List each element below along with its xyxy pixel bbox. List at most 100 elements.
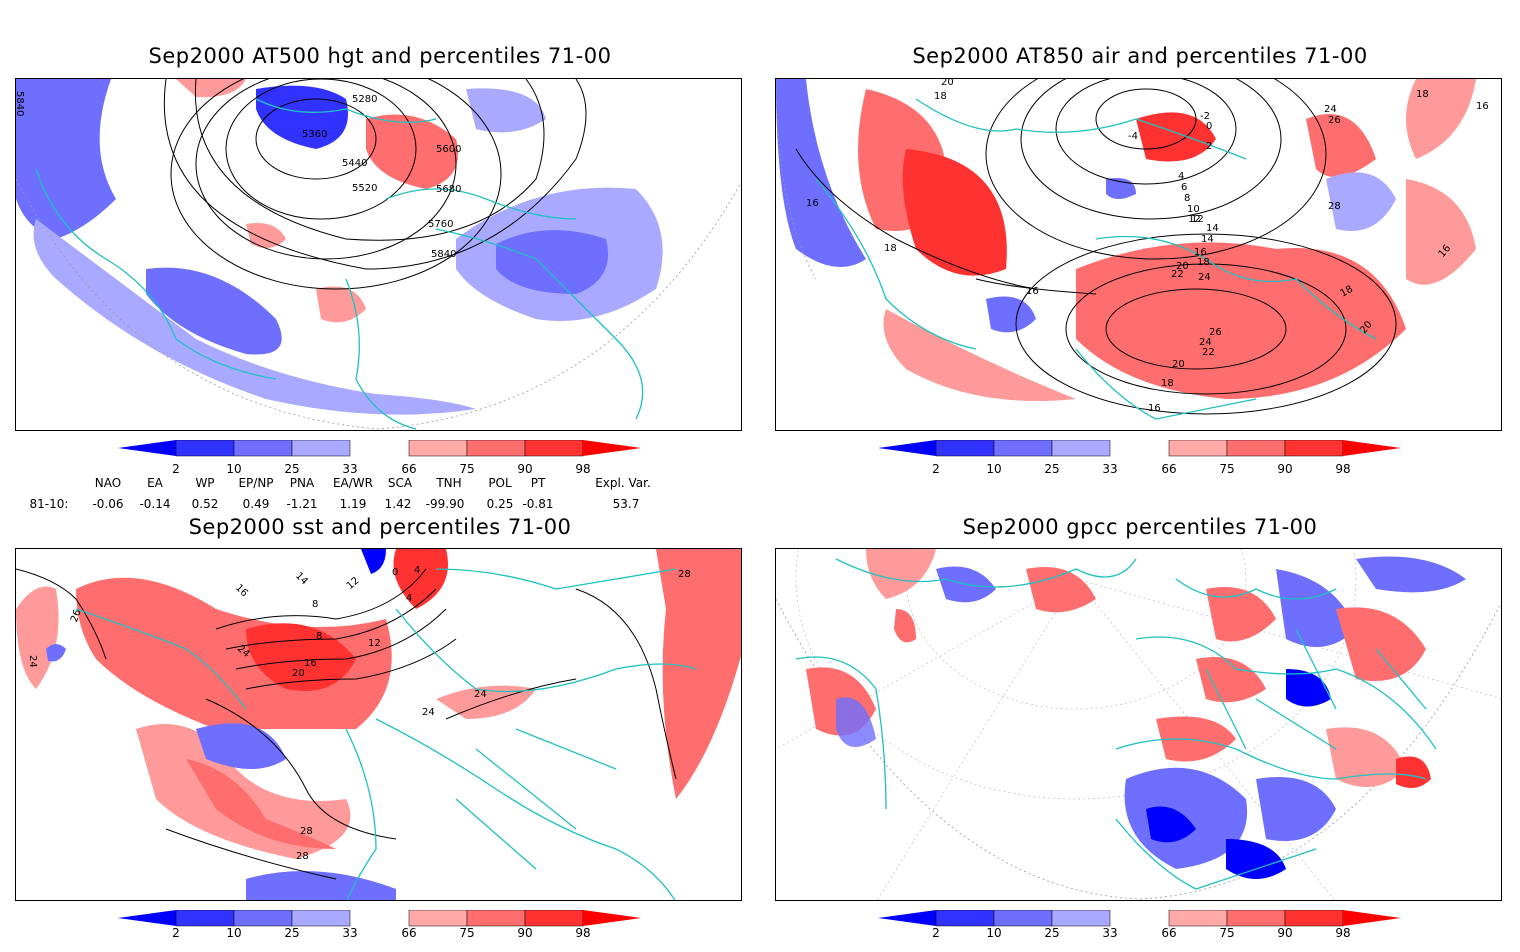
colorbar-label: 2 (172, 926, 180, 940)
contour-label: 12 (345, 575, 362, 592)
colorbar-label: 75 (1219, 462, 1235, 476)
index-value: 0.25 (486, 497, 514, 511)
contour-label: 28 (1328, 201, 1341, 212)
colorbar-label: 10 (226, 462, 242, 476)
colorbar-label: 98 (1335, 926, 1351, 940)
contour-label: 5840 (16, 91, 25, 116)
index-value: -0.14 (139, 497, 171, 511)
contour-label: 16 (806, 198, 819, 209)
contour-label: 14 (1206, 223, 1219, 234)
contour-label: 14 (1201, 234, 1214, 245)
title-sst: Sep2000 sst and percentiles 71-00 (188, 515, 572, 539)
colorbar-swatches (878, 909, 1401, 927)
contour-label: 12 (1191, 214, 1204, 225)
contour-label: -4 (1128, 131, 1138, 142)
contour-label: 20 (941, 79, 954, 88)
index-header: POL (488, 476, 512, 490)
contour-label: 16 (233, 583, 250, 600)
index-header: EA/WR (332, 476, 374, 490)
colorbar-label: 25 (284, 926, 300, 940)
contour-label: 16 (1148, 403, 1161, 414)
colorbar-label: 25 (1044, 462, 1060, 476)
contour-label: 5600 (436, 144, 461, 155)
colorbar-label: 2 (172, 462, 180, 476)
index-header: WP (195, 476, 215, 490)
contour-label: 5360 (302, 129, 327, 140)
contour-label: 24 (27, 655, 38, 668)
colorbar-swatches (118, 439, 641, 457)
colorbar-label: 66 (1161, 462, 1177, 476)
contour-label: 28 (678, 569, 691, 580)
contour-label: 20 (1176, 261, 1189, 272)
contour-label: 5680 (436, 184, 461, 195)
colorbar-label: 25 (284, 462, 300, 476)
colorbar-label: 10 (986, 462, 1002, 476)
index-value: 0.49 (242, 497, 270, 511)
contour-label: 18 (1161, 378, 1174, 389)
contour-label: 5440 (342, 158, 367, 169)
colorbar-top-left: 2 10 25 33 66 75 90 98 (118, 439, 658, 482)
colorbar-label: 75 (459, 462, 475, 476)
map-sst[interactable]: 24 26 16 14 12 8 4 8 12 16 20 24 24 24 2… (15, 548, 742, 901)
contour-label: 20 (1172, 359, 1185, 370)
colorbar-bottom-left: 2 10 25 33 66 75 90 98 (118, 909, 658, 952)
colorbar-label: 75 (1219, 926, 1235, 940)
index-value: -1.21 (286, 497, 318, 511)
contour-label: 6 (1181, 182, 1187, 193)
colorbar-label: 33 (342, 462, 358, 476)
contour-label: 16 (1476, 101, 1489, 112)
contour-label: 10 (1187, 204, 1200, 215)
contour-label: 16 (304, 658, 317, 669)
colorbar-label: 90 (517, 462, 533, 476)
contour-label: 20 (292, 668, 305, 679)
colorbar-bottom-right: 2 10 25 33 66 75 90 98 (878, 909, 1418, 952)
contour-label: 18 (1197, 257, 1210, 268)
contour-label: 2 (1206, 141, 1212, 152)
index-header: NAO (94, 476, 122, 490)
colorbar-swatches (118, 909, 641, 927)
contour-label: 26 (1209, 327, 1222, 338)
colorbar-swatches (878, 439, 1401, 457)
colorbar-label: 90 (517, 926, 533, 940)
contour-label: 28 (296, 851, 309, 862)
contour-label: 22 (1202, 347, 1215, 358)
colorbar-label: 33 (1102, 926, 1118, 940)
contour-label: 8 (312, 599, 318, 610)
title-hgt: Sep2000 AT500 hgt and percentiles 71-00 (148, 44, 612, 68)
index-header: Expl. Var. (595, 476, 651, 490)
colorbar-label: 33 (1102, 462, 1118, 476)
colorbar-label: 98 (575, 462, 591, 476)
index-value: -0.06 (92, 497, 124, 511)
contour-label: 5760 (428, 219, 453, 230)
colorbar-label: 90 (1277, 926, 1293, 940)
contour-label: 4 (406, 593, 412, 604)
contour-label: 18 (1416, 89, 1429, 100)
title-gpcc: Sep2000 gpcc percentiles 71-00 (962, 515, 1318, 539)
index-value: -0.81 (522, 497, 554, 511)
title-air: Sep2000 AT850 air and percentiles 71-00 (912, 44, 1368, 68)
index-header: EP/NP (238, 476, 274, 490)
contour-label: 16 (1194, 247, 1207, 258)
index-header: SCA (387, 476, 413, 490)
index-header: PNA (289, 476, 315, 490)
map-hgt[interactable]: 5280 5360 5440 5520 5600 5680 5760 5840 … (15, 78, 742, 431)
index-value: 1.19 (339, 497, 367, 511)
contour-label: 22 (1171, 269, 1184, 280)
colorbar-label: 90 (1277, 462, 1293, 476)
index-value: -99.90 (425, 497, 465, 511)
map-gpcc[interactable] (775, 548, 1502, 901)
colorbar-label: 66 (1161, 926, 1177, 940)
colorbar-label: 2 (932, 926, 940, 940)
contour-label: 0 (392, 567, 398, 578)
map-air[interactable]: 20 18 16 16 18 16 14 12 4 6 8 10 12 14 1… (775, 78, 1502, 431)
contour-label: 28 (300, 826, 313, 837)
colorbar-label: 75 (459, 926, 475, 940)
contour-label: 18 (934, 91, 947, 102)
contour-label: 5520 (352, 183, 377, 194)
colorbar-label: 10 (226, 926, 242, 940)
contour-label: 5280 (352, 94, 377, 105)
contour-label: 8 (316, 631, 322, 642)
contour-label: 24 (474, 689, 487, 700)
contour-label: 8 (1184, 193, 1190, 204)
colorbar-top-right: 2 10 25 33 66 75 90 98 (878, 439, 1418, 482)
